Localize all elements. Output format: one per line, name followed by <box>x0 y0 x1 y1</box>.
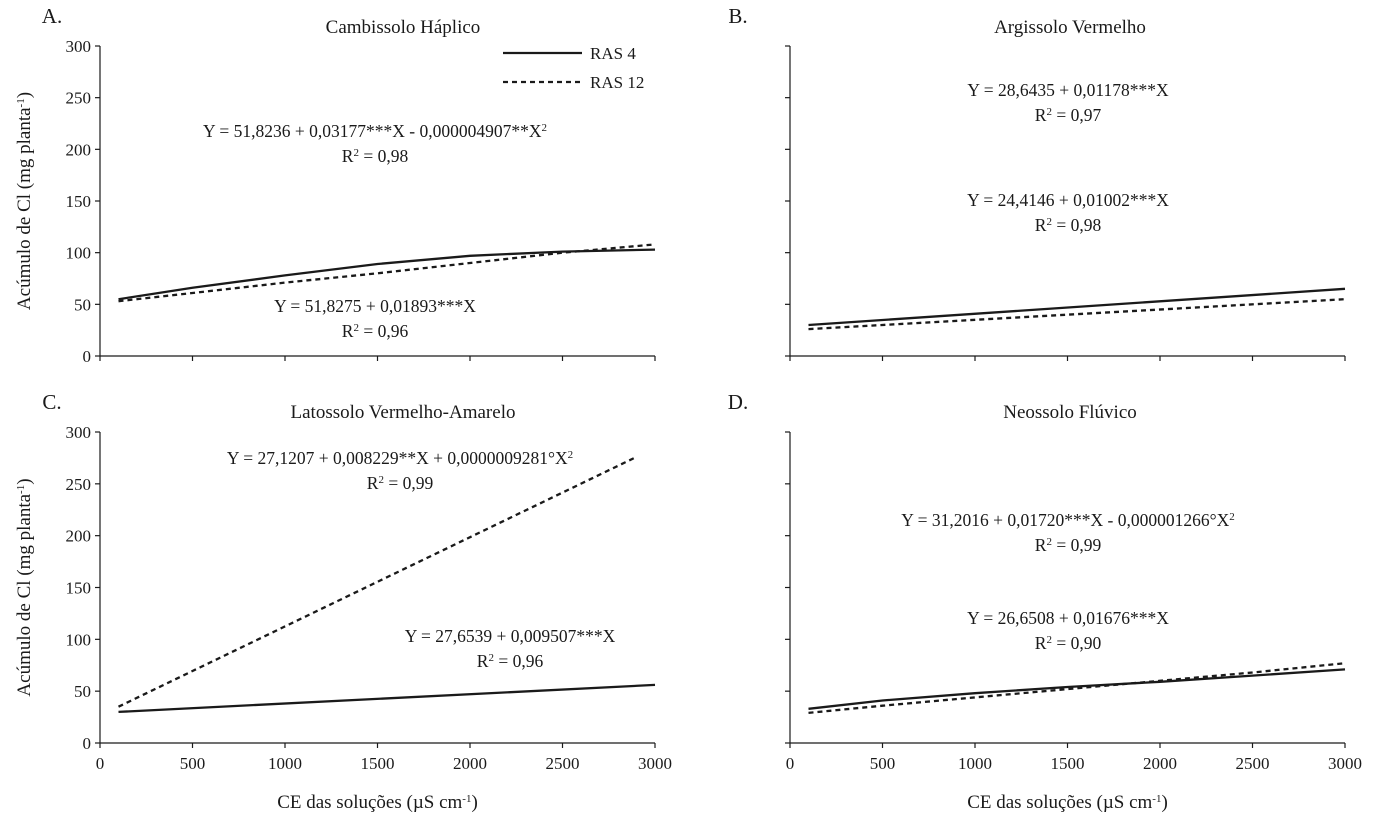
panel-letter: A. <box>42 4 62 28</box>
series-line-ras-4 <box>808 287 1346 327</box>
r-squared: R2 = 0,96 <box>477 651 544 671</box>
panel-b: B. Argissolo Vermelho Y = 28,6435 + 0,0117… <box>728 4 1346 361</box>
r-squared: R2 = 0,99 <box>367 473 434 493</box>
y-axis-label: Acúmulo de Cl (mg planta-1) <box>14 478 35 696</box>
y-tick-label: 200 <box>66 527 92 546</box>
r-squared: R2 = 0,98 <box>342 146 409 166</box>
x-tick-label: 0 <box>96 754 105 773</box>
y-tick-label: 150 <box>66 192 92 211</box>
series-line-ras-4 <box>118 683 656 714</box>
panel-letter: C. <box>42 390 61 414</box>
panel-title: Latossolo Vermelho-Amarelo <box>291 402 516 423</box>
y-tick-label: 50 <box>74 682 91 701</box>
y-tick-label: 50 <box>74 295 91 314</box>
legend: RAS 4 RAS 12 <box>503 44 644 92</box>
x-tick-label: 1500 <box>361 754 395 773</box>
x-axis-label: CE das soluções (µS cm-1) <box>967 792 1168 813</box>
panel-title: Neossolo Flúvico <box>1003 402 1137 423</box>
series-line-ras-4 <box>808 668 1346 710</box>
x-tick-label: 2500 <box>1236 754 1270 773</box>
y-tick-label: 150 <box>66 579 92 598</box>
panel-d: 0 500 1000 1500 2000 2500 3000 D. Neossolo Flúvi… <box>728 390 1362 813</box>
series-line-ras-4 <box>118 248 656 301</box>
regression-equation: Y = 31,2016 + 0,01720***X - 0,000001266°… <box>901 510 1234 530</box>
r-squared: R2 = 0,97 <box>1035 105 1102 125</box>
panel-title: Argissolo Vermelho <box>994 17 1146 38</box>
x-tick-label: 2500 <box>546 754 580 773</box>
regression-equation: Y = 51,8236 + 0,03177***X - 0,000004907*… <box>203 121 547 141</box>
regression-equation: Y = 24,4146 + 0,01002***X <box>967 190 1169 210</box>
r-squared: R2 = 0,99 <box>1035 535 1102 555</box>
x-tick-label: 500 <box>180 754 206 773</box>
r-squared: R2 = 0,98 <box>1035 215 1102 235</box>
y-tick-label: 0 <box>83 734 92 753</box>
regression-equation: Y = 27,6539 + 0,009507***X <box>405 626 616 646</box>
y-tick-label: 300 <box>66 37 92 56</box>
series-line-ras-12 <box>808 662 1346 715</box>
y-axis-label: Acúmulo de Cl (mg planta-1) <box>14 92 35 310</box>
x-tick-label: 3000 <box>1328 754 1362 773</box>
y-tick-label: 250 <box>66 475 92 494</box>
y-tick-label: 100 <box>66 244 92 263</box>
series-line-ras-12 <box>808 298 1346 331</box>
x-tick-label: 2000 <box>453 754 487 773</box>
x-tick-label: 0 <box>786 754 795 773</box>
y-tick-label: 200 <box>66 140 92 159</box>
r-squared: R2 = 0,96 <box>342 321 409 341</box>
x-tick-label: 1000 <box>958 754 992 773</box>
x-tick-label: 1000 <box>268 754 302 773</box>
legend-label: RAS 4 <box>590 44 636 63</box>
legend-label: RAS 12 <box>590 73 644 92</box>
r-squared: R2 = 0,90 <box>1035 633 1102 653</box>
y-tick-label: 250 <box>66 89 92 108</box>
y-tick-label: 0 <box>83 347 92 366</box>
y-tick-label: 100 <box>66 630 92 649</box>
panel-letter: D. <box>728 390 748 414</box>
regression-equation: Y = 51,8275 + 0,01893***X <box>274 296 476 316</box>
x-tick-label: 3000 <box>638 754 672 773</box>
x-tick-label: 2000 <box>1143 754 1177 773</box>
panel-title: Cambissolo Háplico <box>326 17 481 38</box>
x-tick-label: 500 <box>870 754 896 773</box>
series-line-ras-12 <box>118 243 656 303</box>
panel-letter: B. <box>728 4 747 28</box>
regression-equation: Y = 26,6508 + 0,01676***X <box>967 608 1169 628</box>
series-line-ras-12 <box>118 455 637 708</box>
x-tick-label: 1500 <box>1051 754 1085 773</box>
regression-equation: Y = 27,1207 + 0,008229**X + 0,0000009281… <box>227 448 573 468</box>
regression-equation: Y = 28,6435 + 0,01178***X <box>967 80 1169 100</box>
x-axis-label: CE das soluções (µS cm-1) <box>277 792 478 813</box>
y-tick-label: 300 <box>66 423 92 442</box>
